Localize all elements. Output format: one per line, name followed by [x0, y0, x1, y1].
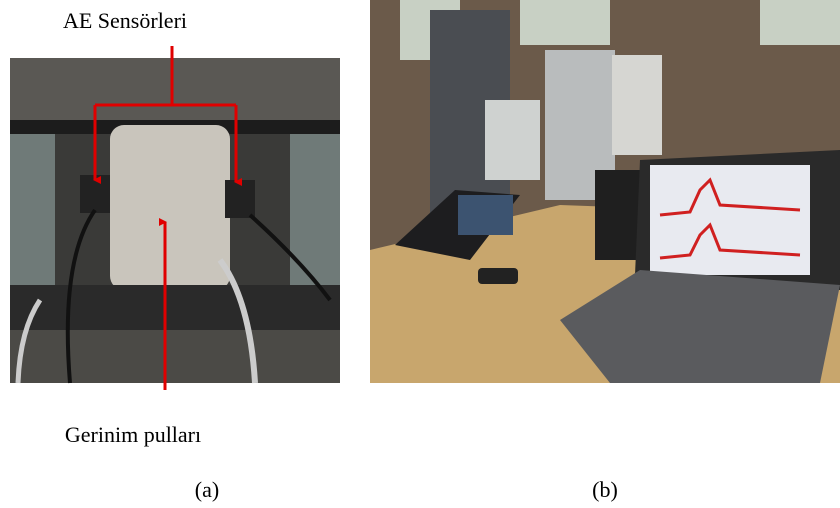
page: AE Sensörleri Gerinim pulları (a) (b) ((… [0, 0, 840, 508]
caption-a: (a) [195, 477, 219, 502]
photo-a [10, 58, 340, 383]
figure: AE Sensörleri Gerinim pulları (a) (b) [0, 0, 840, 508]
caption-b: (b) [592, 477, 618, 502]
sensor-label: AE Sensörleri [63, 8, 187, 33]
photo-b [370, 0, 840, 383]
strain-label: Gerinim pulları [65, 422, 201, 447]
